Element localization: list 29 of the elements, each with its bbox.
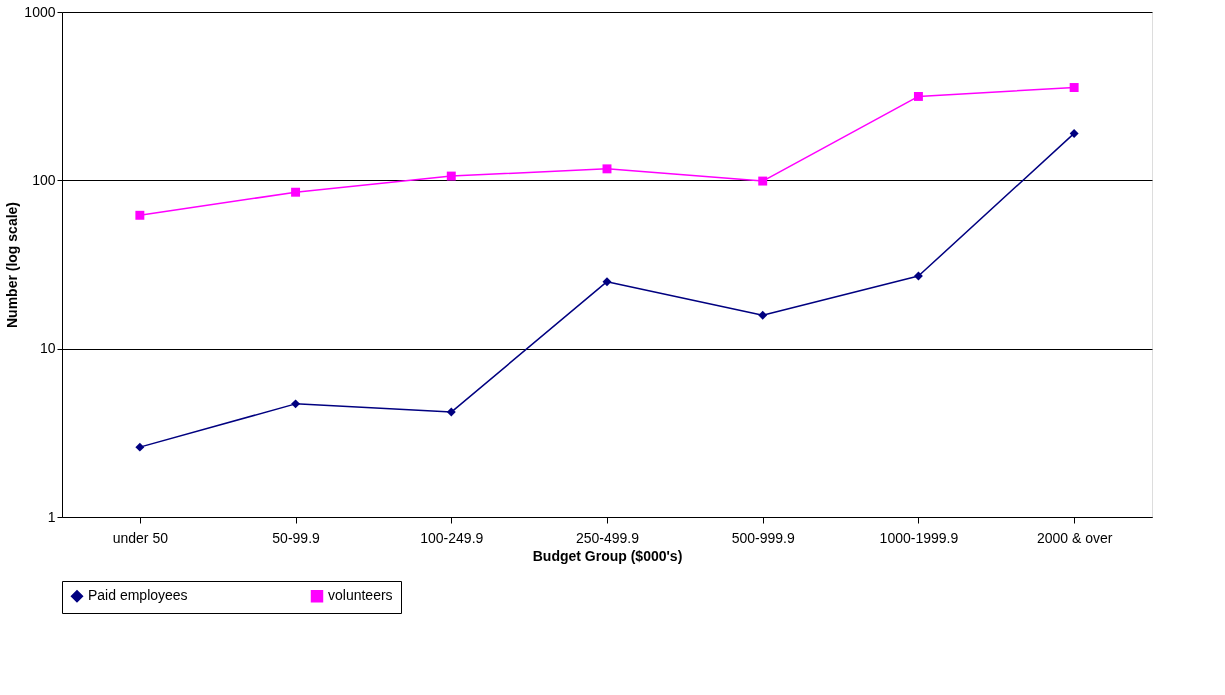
- legend-label: Paid employees: [88, 587, 188, 604]
- point: [1069, 83, 1079, 92]
- x-tick-label: 100-249.9: [420, 529, 484, 546]
- legend-label: volunteers: [328, 587, 393, 604]
- y-axis-title: Number (log scale): [4, 201, 21, 329]
- point: [602, 277, 612, 287]
- point: [913, 91, 923, 101]
- point: [758, 176, 768, 186]
- y-tick-label: 1: [47, 508, 56, 525]
- point: [758, 310, 768, 320]
- x-tick-label: 50-99.9: [272, 529, 321, 546]
- point: [135, 210, 145, 220]
- x-tick-label: 2000 & over: [1036, 529, 1113, 546]
- x-tick-label: 1000-1999.9: [879, 529, 959, 546]
- point: [291, 187, 301, 197]
- point: [913, 271, 923, 281]
- point: [602, 164, 612, 174]
- x-tick-label: under 50: [112, 529, 169, 546]
- point: [446, 407, 456, 417]
- point: [291, 399, 301, 409]
- y-tick-label: 100: [32, 171, 56, 188]
- x-tick-label: 500-999.9: [731, 529, 795, 546]
- y-tick-label: 1000: [24, 3, 56, 20]
- x-axis-title: Budget Group ($000's): [532, 547, 683, 564]
- point: [135, 442, 145, 452]
- y-tick-label: 10: [39, 340, 56, 357]
- point: [446, 171, 456, 181]
- point: [1069, 128, 1079, 138]
- x-tick-label: 250-499.9: [575, 529, 640, 546]
